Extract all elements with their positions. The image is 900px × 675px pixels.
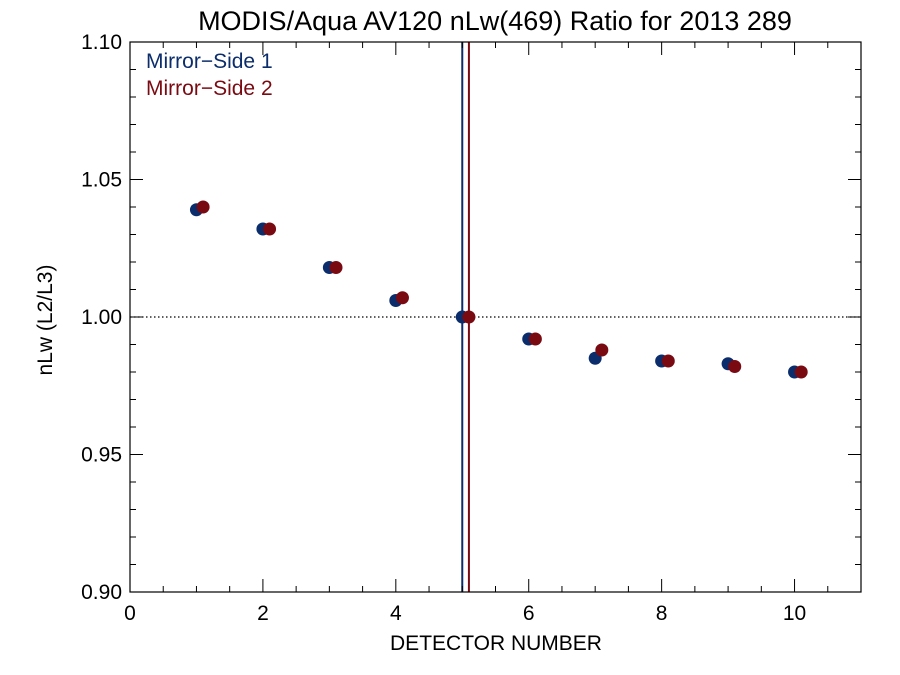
y-axis-label: nLw (L2/L3) <box>34 265 57 376</box>
series-2-point <box>395 291 409 305</box>
x-tick-label: 0 <box>124 602 136 625</box>
y-tick-label: 0.95 <box>81 444 122 467</box>
y-tick-label: 1.00 <box>81 306 122 329</box>
legend-entry-2: Mirror−Side 2 <box>146 77 273 100</box>
x-tick-label: 6 <box>523 602 535 625</box>
series-2-point <box>595 343 609 357</box>
series-2-point <box>794 365 808 379</box>
chart-title: MODIS/Aqua AV120 nLw(469) Ratio for 2013… <box>198 6 792 36</box>
series-2-point <box>728 360 742 373</box>
data-points <box>189 200 808 379</box>
y-tick-label: 0.90 <box>81 581 122 604</box>
series-2-point <box>462 310 476 324</box>
y-tick-label: 1.10 <box>81 31 122 54</box>
x-tick-label: 4 <box>390 602 402 625</box>
x-tick-label: 10 <box>783 602 806 625</box>
y-tick-label: 1.05 <box>81 169 122 192</box>
series-2-point <box>196 200 210 214</box>
series-2-point <box>661 354 675 368</box>
series-2-point <box>263 222 277 236</box>
legend: Mirror−Side 1 Mirror−Side 2 <box>146 50 273 100</box>
x-tick-label: 8 <box>656 602 668 625</box>
reference-lines <box>130 42 861 592</box>
legend-entry-1: Mirror−Side 1 <box>146 50 273 73</box>
series-2-point <box>528 332 542 346</box>
x-tick-label: 2 <box>257 602 269 625</box>
series-2-point <box>329 261 343 274</box>
x-axis-label: DETECTOR NUMBER <box>390 632 602 655</box>
axes: 0 2 4 6 8 10 0.90 0.95 1.00 1.05 1.10 <box>81 31 862 625</box>
